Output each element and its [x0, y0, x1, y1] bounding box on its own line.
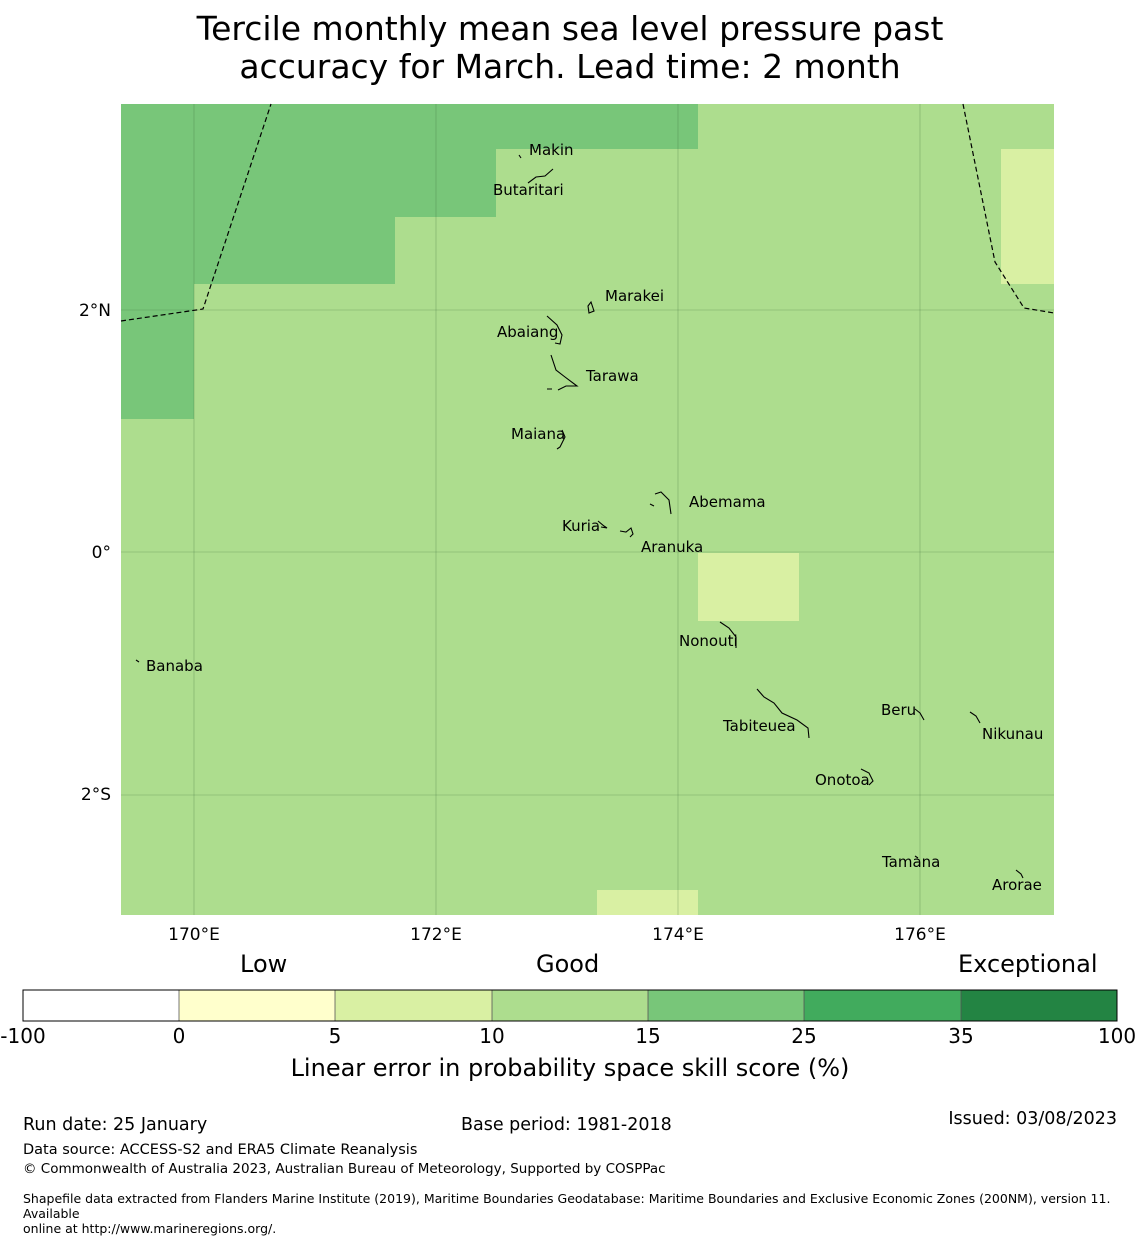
- colorbar-tick: 0: [172, 1024, 186, 1048]
- lat-label-0: 0°: [92, 543, 111, 563]
- island-shape-tarawa: [547, 354, 579, 391]
- island-label-arorae: Arorae: [992, 876, 1042, 894]
- island-label-banaba: Banaba: [146, 657, 203, 675]
- title-line-2: accuracy for March. Lead time: 2 month: [239, 47, 901, 86]
- colorbar-seg-2: [335, 990, 492, 1021]
- colorbar-seg-1: [179, 990, 335, 1021]
- colorbar-dividers: [178, 990, 962, 1021]
- island-shape-banaba: [135, 659, 140, 663]
- copyright: © Commonwealth of Australia 2023, Austra…: [23, 1161, 666, 1177]
- lon-label-174e: 174°E: [652, 925, 704, 945]
- island-shape-marakei: [587, 300, 595, 314]
- island-shape-nonouti: [719, 621, 737, 648]
- legend-category-low: Low: [240, 950, 288, 978]
- shapefile-credit-line-1: Shapefile data extracted from Flanders M…: [23, 1191, 1111, 1221]
- data-source: Data source: ACCESS-S2 and ERA5 Climate …: [23, 1142, 418, 1158]
- eez-boundaries: [120, 103, 1055, 322]
- island-label-makin: Makin: [529, 141, 574, 159]
- run-date: Run date: 25 January: [23, 1115, 208, 1135]
- island-shape-nikunau: [969, 711, 981, 724]
- shapefile-credit-line-2: online at http://www.marineregions.org/.: [23, 1221, 277, 1236]
- lat-label-2s: 2°S: [81, 785, 111, 805]
- island-label-nikunau: Nikunau: [982, 725, 1043, 743]
- colorbar-tick: -100: [0, 1024, 46, 1048]
- grid-cell-low-south: [597, 890, 698, 915]
- skill-score-grid: [121, 104, 1054, 915]
- island-shape-makin: [518, 154, 522, 159]
- map-gridlines: [121, 104, 1054, 915]
- colorbar-tick: 100: [1097, 1024, 1137, 1048]
- island-label-tabiteuea: Tabiteuea: [722, 717, 796, 735]
- island-shape-aranuka: [619, 527, 634, 538]
- grid-cell-high-region: [121, 104, 698, 419]
- longitude-labels: 170°E 172°E 174°E 176°E: [168, 925, 946, 945]
- island-outlines: [135, 154, 1024, 879]
- island-shape-abemama: [649, 491, 672, 515]
- island-label-abemama: Abemama: [689, 493, 766, 511]
- island-shape-beru: [914, 708, 925, 721]
- latitude-labels: 2°N 0° 2°S: [79, 301, 111, 805]
- eez-boundary-west: [120, 103, 272, 322]
- island-shape-kuria: [597, 520, 608, 529]
- colorbar-tick: 25: [791, 1024, 817, 1048]
- island-shape-tabiteuea: [756, 688, 810, 739]
- island-shape-tamana: [914, 855, 919, 859]
- island-label-tamana: Tamana: [881, 853, 940, 871]
- colorbar-seg-4: [648, 990, 804, 1021]
- island-shape-abaiang: [546, 315, 563, 345]
- lon-label-172e: 172°E: [410, 925, 462, 945]
- legend-category-good: Good: [536, 950, 600, 978]
- issued-date: Issued: 03/08/2023: [948, 1109, 1117, 1129]
- grid-cell-low-center: [698, 553, 799, 621]
- grid-cell-low-east: [1001, 149, 1054, 284]
- colorbar-seg-0: [23, 990, 179, 1021]
- island-label-kuria: Kuria: [562, 517, 600, 535]
- island-shape-arorae: [1015, 869, 1024, 879]
- base-period: Base period: 1981-2018: [461, 1115, 672, 1135]
- island-label-onotoa: Onotoa: [815, 771, 870, 789]
- chart-title: Tercile monthly mean sea level pressure …: [0, 10, 1140, 86]
- island-label-nonouti: Nonouti: [679, 632, 738, 650]
- colorbar-tick: 15: [635, 1024, 661, 1048]
- island-label-aranuka: Aranuka: [641, 538, 703, 556]
- island-shape-onotoa: [860, 768, 874, 786]
- colorbar-tick: 5: [328, 1024, 342, 1048]
- island-label-maiana: Maiana: [511, 425, 565, 443]
- island-shape-butaritari: [527, 168, 554, 184]
- island-label-butaritari: Butaritari: [493, 181, 564, 199]
- colorbar: [22, 989, 1118, 1022]
- colorbar-tick: 35: [948, 1024, 974, 1048]
- title-line-1: Tercile monthly mean sea level pressure …: [196, 9, 944, 48]
- lat-label-2n: 2°N: [79, 301, 111, 321]
- colorbar-seg-3: [492, 990, 648, 1021]
- lon-label-176e: 176°E: [894, 925, 946, 945]
- island-label-tarawa: Tarawa: [585, 367, 639, 385]
- legend-category-exceptional: Exceptional: [958, 950, 1098, 978]
- island-label-beru: Beru: [881, 701, 916, 719]
- colorbar-label: Linear error in probability space skill …: [290, 1054, 850, 1082]
- eez-boundary-east: [962, 103, 1055, 314]
- island-shape-maiana: [556, 429, 566, 450]
- shapefile-credit: Shapefile data extracted from Flanders M…: [23, 1191, 1138, 1236]
- island-label-marakei: Marakei: [605, 287, 664, 305]
- island-label-abaiang: Abaiang: [497, 323, 558, 341]
- colorbar-tick: 10: [479, 1024, 505, 1048]
- colorbar-frame: [22, 989, 1118, 1022]
- island-labels: Makin Butaritari Marakei Abaiang Tarawa …: [146, 141, 1043, 894]
- colorbar-seg-6: [961, 990, 1117, 1021]
- colorbar-seg-5: [804, 990, 961, 1021]
- lon-label-170e: 170°E: [168, 925, 220, 945]
